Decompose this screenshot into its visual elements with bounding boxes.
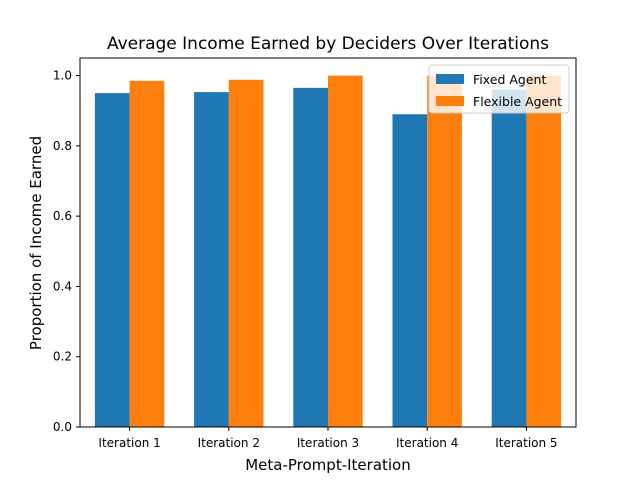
legend-swatch <box>436 74 464 84</box>
bar-flexible-agent-4 <box>427 75 462 427</box>
bar-fixed-agent-3 <box>293 87 328 428</box>
x-tick-label: Iteration 5 <box>495 436 557 450</box>
chart-title: Average Income Earned by Deciders Over I… <box>107 34 549 54</box>
y-tick-label: 0.6 <box>53 209 72 223</box>
bar-fixed-agent-1 <box>94 93 130 427</box>
bar-flexible-agent-5 <box>526 75 562 427</box>
x-tick-label: Iteration 2 <box>198 436 260 450</box>
bar-fixed-agent-4 <box>392 114 428 427</box>
axes-layer: 0.0 0.2 0.4 0.6 0.8 1.0 Iteration 1 Iteration 2… <box>53 57 577 450</box>
legend-label: Flexible Agent <box>473 94 562 109</box>
y-tick-label: 0.2 <box>53 350 72 364</box>
x-axis-label: Meta-Prompt-Iteration <box>245 456 411 474</box>
bar-fixed-agent-2 <box>194 92 229 427</box>
bars-layer <box>94 75 562 428</box>
bar-flexible-agent-1 <box>129 80 165 427</box>
bar-fixed-agent-5 <box>491 89 527 427</box>
y-tick-label: 0.0 <box>53 420 72 434</box>
x-tick-label: Iteration 3 <box>297 436 359 450</box>
x-tick-label: Iteration 1 <box>98 436 160 450</box>
legend: Fixed Agent Flexible Agent <box>428 64 570 114</box>
y-tick-label: 0.4 <box>53 279 72 293</box>
legend-label: Fixed Agent <box>473 72 546 87</box>
y-tick-label: 0.8 <box>53 139 72 153</box>
x-tick-label: Iteration 4 <box>396 436 458 450</box>
y-tick-label: 1.0 <box>53 69 72 83</box>
y-axis-label: Proportion of Income Earned <box>27 136 45 350</box>
bar-flexible-agent-3 <box>328 75 363 427</box>
bar-flexible-agent-2 <box>228 79 264 427</box>
legend-swatch <box>436 96 464 106</box>
